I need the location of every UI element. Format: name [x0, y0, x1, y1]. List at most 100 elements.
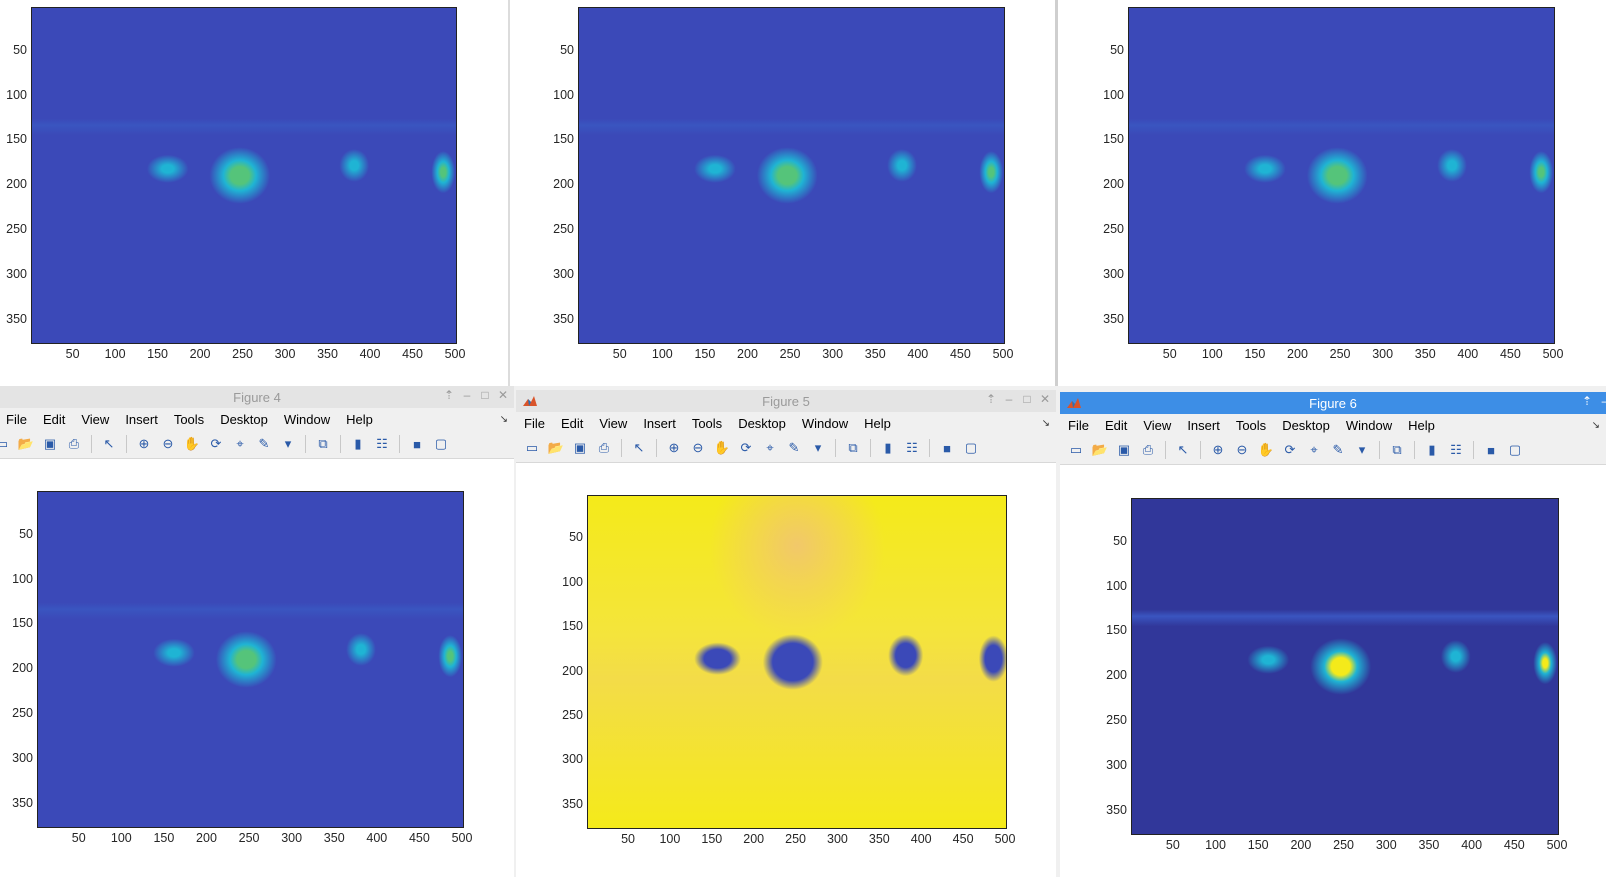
- close-icon[interactable]: ✕: [1040, 392, 1051, 406]
- minimize-icon[interactable]: –: [1005, 392, 1013, 406]
- image-axes[interactable]: [31, 7, 457, 344]
- rotate-icon[interactable]: ⟳: [740, 440, 752, 455]
- minimize-icon[interactable]: –: [1600, 394, 1606, 408]
- legend-icon[interactable]: ☷: [376, 436, 388, 451]
- dock-arrow-icon[interactable]: ↘: [1591, 419, 1600, 431]
- menu-window[interactable]: Window: [283, 411, 331, 427]
- new-figure-icon[interactable]: ▭: [1069, 442, 1083, 457]
- minimize-icon[interactable]: –: [463, 388, 471, 402]
- menu-tools[interactable]: Tools: [691, 415, 723, 431]
- new-figure-icon[interactable]: ▭: [0, 436, 9, 451]
- image-axes[interactable]: [1128, 7, 1555, 344]
- maximize-icon[interactable]: □: [1023, 392, 1031, 406]
- menu-insert[interactable]: Insert: [643, 415, 676, 431]
- legend-icon[interactable]: ☷: [906, 440, 918, 455]
- hide-plot-tools-icon[interactable]: ■: [943, 440, 951, 456]
- colorbar-icon[interactable]: ▮: [884, 440, 892, 455]
- menu-view[interactable]: View: [1143, 417, 1172, 433]
- show-plot-tools-icon[interactable]: ▢: [1508, 442, 1522, 457]
- dropdown-icon[interactable]: ▾: [814, 440, 822, 455]
- print-icon[interactable]: ⎙: [68, 436, 80, 451]
- menu-file[interactable]: File: [1068, 417, 1089, 433]
- dock-arrow-icon[interactable]: ↘: [499, 413, 508, 425]
- link-plot-icon[interactable]: ⧉: [1392, 442, 1402, 457]
- menu-help[interactable]: Help: [1408, 417, 1435, 433]
- brush-icon[interactable]: ✎: [1332, 442, 1344, 457]
- pointer-icon[interactable]: ↖: [633, 440, 645, 455]
- menu-help[interactable]: Help: [346, 411, 373, 427]
- menu-edit[interactable]: Edit: [560, 415, 584, 431]
- title-bar[interactable]: Figure 5 ⇡ – □ ✕: [516, 390, 1056, 412]
- pan-icon[interactable]: ✋: [1257, 442, 1275, 457]
- dropdown-icon[interactable]: ▾: [284, 436, 292, 451]
- print-icon[interactable]: ⎙: [1142, 442, 1154, 457]
- hide-plot-tools-icon[interactable]: ■: [413, 436, 421, 452]
- title-bar[interactable]: Figure 6 ⇡ –: [1060, 392, 1606, 414]
- maximize-icon[interactable]: □: [481, 388, 489, 402]
- title-bar[interactable]: Figure 4 ⇡ – □ ✕: [0, 386, 514, 408]
- menu-tools[interactable]: Tools: [173, 411, 205, 427]
- zoom-out-icon[interactable]: ⊖: [162, 436, 174, 451]
- y-tick-label: 100: [562, 574, 583, 589]
- pointer-icon[interactable]: ↖: [1177, 442, 1189, 457]
- dropdown-icon[interactable]: ▾: [1358, 442, 1366, 457]
- zoom-in-icon[interactable]: ⊕: [1212, 442, 1224, 457]
- close-icon[interactable]: ✕: [498, 388, 509, 402]
- new-figure-icon[interactable]: ▭: [525, 440, 539, 455]
- image-axes[interactable]: [578, 7, 1005, 344]
- save-icon[interactable]: ▣: [43, 436, 57, 451]
- hide-plot-tools-icon[interactable]: ■: [1487, 442, 1495, 458]
- open-file-icon[interactable]: 📂: [1091, 442, 1109, 457]
- zoom-out-icon[interactable]: ⊖: [1236, 442, 1248, 457]
- open-file-icon[interactable]: 📂: [17, 436, 35, 451]
- open-file-icon[interactable]: 📂: [547, 440, 565, 455]
- legend-icon[interactable]: ☷: [1450, 442, 1462, 457]
- image-axes[interactable]: [37, 491, 464, 828]
- menu-window[interactable]: Window: [1345, 417, 1393, 433]
- data-cursor-icon[interactable]: ⌖: [1310, 442, 1318, 457]
- colorbar-icon[interactable]: ▮: [354, 436, 362, 451]
- zoom-in-icon[interactable]: ⊕: [138, 436, 150, 451]
- rotate-icon[interactable]: ⟳: [1284, 442, 1296, 457]
- menu-file[interactable]: File: [524, 415, 545, 431]
- show-plot-tools-icon[interactable]: ▢: [964, 440, 978, 455]
- menu-help[interactable]: Help: [864, 415, 891, 431]
- y-tick-label: 200: [12, 661, 33, 676]
- menu-edit[interactable]: Edit: [1104, 417, 1128, 433]
- brush-icon[interactable]: ✎: [258, 436, 270, 451]
- menu-file[interactable]: File: [6, 411, 27, 427]
- show-plot-tools-icon[interactable]: ▢: [434, 436, 448, 451]
- pan-icon[interactable]: ✋: [183, 436, 201, 451]
- pin-icon[interactable]: ⇡: [444, 388, 455, 402]
- menu-tools[interactable]: Tools: [1235, 417, 1267, 433]
- menu-desktop[interactable]: Desktop: [738, 415, 786, 431]
- menu-insert[interactable]: Insert: [125, 411, 158, 427]
- pin-icon[interactable]: ⇡: [1582, 394, 1593, 408]
- dock-arrow-icon[interactable]: ↘: [1041, 417, 1050, 429]
- x-tick-label: 500: [1542, 347, 1564, 361]
- data-cursor-icon[interactable]: ⌖: [766, 440, 774, 455]
- menu-desktop[interactable]: Desktop: [1282, 417, 1330, 433]
- pointer-icon[interactable]: ↖: [103, 436, 115, 451]
- menu-view[interactable]: View: [81, 411, 110, 427]
- menu-view[interactable]: View: [599, 415, 628, 431]
- image-axes[interactable]: [587, 495, 1007, 829]
- link-plot-icon[interactable]: ⧉: [848, 440, 858, 455]
- menu-insert[interactable]: Insert: [1187, 417, 1220, 433]
- pan-icon[interactable]: ✋: [713, 440, 731, 455]
- brush-icon[interactable]: ✎: [788, 440, 800, 455]
- image-axes[interactable]: [1131, 498, 1559, 835]
- link-plot-icon[interactable]: ⧉: [318, 436, 328, 451]
- zoom-in-icon[interactable]: ⊕: [668, 440, 680, 455]
- save-icon[interactable]: ▣: [1117, 442, 1131, 457]
- menu-desktop[interactable]: Desktop: [220, 411, 268, 427]
- print-icon[interactable]: ⎙: [598, 440, 610, 455]
- colorbar-icon[interactable]: ▮: [1428, 442, 1436, 457]
- pin-icon[interactable]: ⇡: [986, 392, 997, 406]
- data-cursor-icon[interactable]: ⌖: [236, 436, 244, 451]
- save-icon[interactable]: ▣: [573, 440, 587, 455]
- zoom-out-icon[interactable]: ⊖: [692, 440, 704, 455]
- rotate-icon[interactable]: ⟳: [210, 436, 222, 451]
- menu-edit[interactable]: Edit: [42, 411, 66, 427]
- menu-window[interactable]: Window: [801, 415, 849, 431]
